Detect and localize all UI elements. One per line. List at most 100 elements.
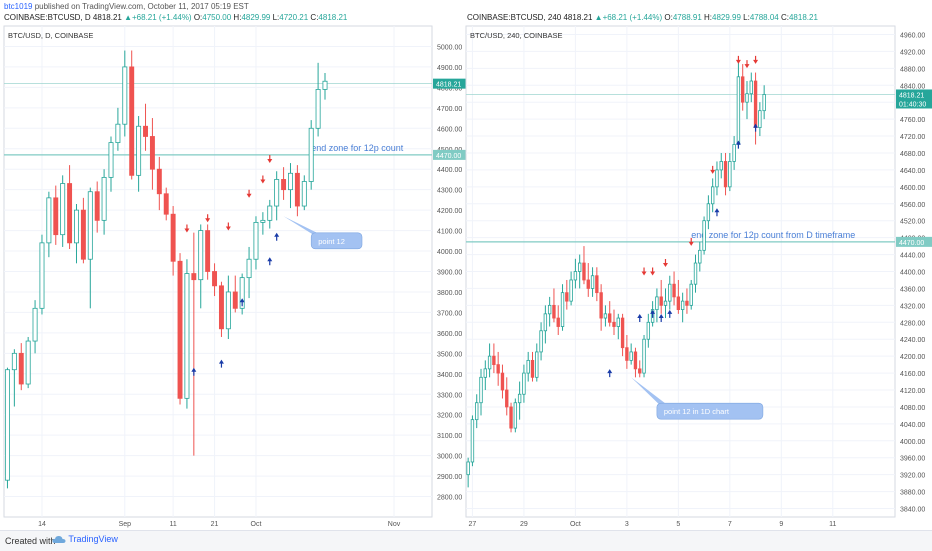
y-tick-label: 4520.00 [900,219,925,226]
candle-body [689,283,693,306]
candle-body [487,355,492,370]
x-tick-label: 9 [779,521,783,528]
candle-body [693,262,698,285]
candle-body [322,80,328,90]
y-tick-label: 3920.00 [900,473,925,480]
y-tick-label: 3100.00 [437,433,462,440]
y-tick-label: 4200.00 [437,208,462,215]
y-tick-label: 4400.00 [437,167,462,174]
candle-body [246,258,252,279]
candle-body [517,393,522,404]
y-tick-label: 4900.00 [437,65,462,72]
candle-body [633,351,638,370]
candle-body [74,209,79,244]
candle-body [205,230,211,272]
y-tick-label: 3000.00 [437,454,462,461]
publish-text: published on TradingView.com, October 11… [34,2,249,11]
x-tick-label: Sep [119,521,132,528]
y-tick-label: 3960.00 [900,456,925,463]
price-marker [433,149,469,160]
x-tick-label: 14 [38,521,46,528]
y-tick-label: 4880.00 [900,66,925,73]
y-tick-label: 4400.00 [900,270,925,277]
down-arrow-icon [735,55,741,64]
y-tick-label: 4120.00 [900,388,925,395]
up-arrow-icon [753,123,759,132]
candle-body [143,125,148,137]
y-tick-label: 3200.00 [437,413,462,420]
right-low: 4788.04 [749,13,779,22]
candle-body [156,168,162,195]
candle-body [136,125,142,176]
callout-pointer [631,377,669,407]
y-tick-label: 4200.00 [900,354,925,361]
up-triangle-icon: ▲ [594,13,603,22]
candle-body [676,296,681,310]
up-arrow-icon [667,309,673,318]
down-arrow-icon [246,189,252,198]
candle-body [552,304,556,319]
candle-body [535,351,539,378]
tradingview-brand-text: TradingView [68,534,118,544]
x-tick-label: Oct [251,521,262,528]
candle-body [582,262,586,281]
chart-panel-2: 4960.004920.004880.004840.004800.004760.… [465,25,932,528]
candle-body [672,283,676,298]
candle-body [191,273,197,281]
y-tick-label: 4300.00 [437,188,462,195]
candle-body [629,351,633,361]
y-tick-label: 3900.00 [437,270,462,277]
header-bar: btc1019 published on TradingView.com, Oc… [0,0,932,26]
y-tick-label: 4840.00 [900,83,925,90]
y-tick-label: 4000.00 [437,249,462,256]
left-high: 4829.99 [241,13,271,22]
candle-body [475,402,479,421]
candle-body [67,183,73,244]
candle-body [301,181,307,207]
candle-body [577,262,582,272]
up-arrow-icon [658,314,664,323]
tradingview-logo[interactable]: TradingView [52,534,118,544]
candle-body [483,368,487,378]
y-tick-label: 4720.00 [900,134,925,141]
y-tick-label: 4560.00 [900,202,925,209]
price-label: 4818.21 [899,92,924,99]
candle-body [715,169,719,188]
up-arrow-icon [218,359,224,368]
candle-body [184,273,190,399]
callout-text: point 12 in 1D chart [664,407,730,416]
candle-body [728,161,732,188]
y-tick-label: 4700.00 [437,106,462,113]
x-tick-label: Oct [570,521,581,528]
x-tick-label: 27 [469,521,477,528]
candle-body [530,359,535,378]
price-marker [896,236,932,247]
candle-body [225,291,231,330]
charts-canvas[interactable]: 5000.004900.004800.004700.004600.004500.… [0,0,932,530]
candle-body [129,66,135,176]
candle-body [288,172,293,191]
candle-body [25,340,31,385]
down-arrow-icon [662,259,668,268]
candle-body [753,80,758,128]
down-arrow-icon [641,267,647,276]
created-with-text: Created with [5,536,56,546]
candle-body [668,283,672,302]
right-high: 4829.99 [712,13,741,22]
x-tick-label: 29 [520,521,528,528]
y-tick-label: 4320.00 [900,303,925,310]
candle-body [620,317,625,349]
y-tick-label: 4640.00 [900,168,925,175]
x-tick-label: 11 [169,521,176,528]
author-link[interactable]: btc1019 [4,2,33,11]
right-open: 4788.91 [672,13,702,22]
candle-body [496,364,500,374]
candle-body [638,368,642,374]
candle-body [595,275,599,294]
candle-body [513,402,518,429]
candle-body [612,321,616,327]
candle-body [149,136,155,170]
down-arrow-icon [753,55,759,64]
x-tick-label: 11 [829,521,836,528]
y-tick-label: 3880.00 [900,490,925,497]
